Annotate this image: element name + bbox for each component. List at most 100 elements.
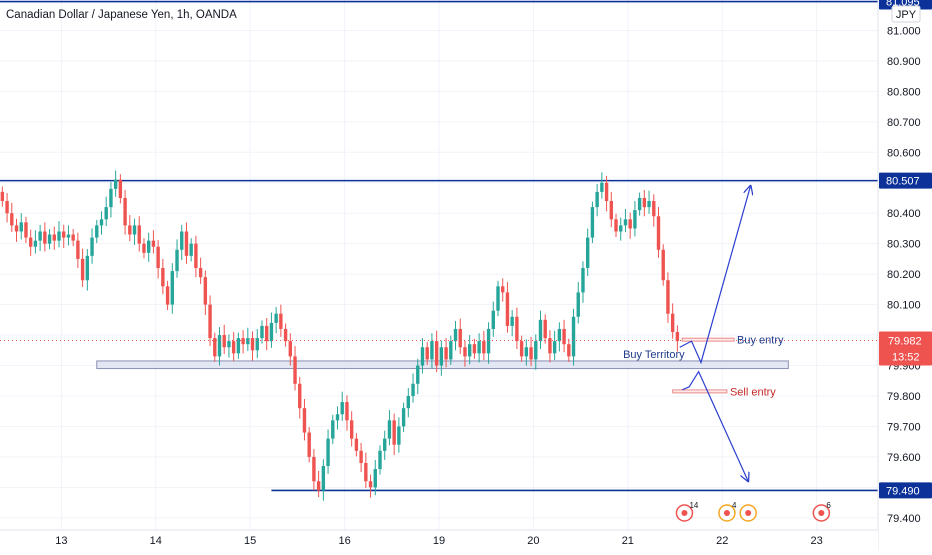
candle-body — [459, 329, 462, 347]
candle-body — [284, 329, 287, 341]
candle-body — [496, 286, 499, 310]
candle-body — [416, 366, 419, 384]
last-price-label: 79.982 — [888, 336, 922, 348]
candle-body — [185, 231, 188, 255]
candle-body — [119, 180, 122, 198]
y-tick-label: 80.900 — [887, 56, 921, 68]
candle-body — [562, 329, 565, 344]
candle-body — [38, 231, 41, 240]
candle-body — [553, 341, 556, 353]
candle-body — [600, 183, 603, 192]
candle-body — [71, 235, 74, 241]
candle-body — [397, 426, 400, 444]
event-marker-count: 14 — [689, 501, 698, 510]
candle-body — [595, 192, 598, 207]
candle-body — [15, 225, 18, 231]
event-marker-dot — [681, 510, 687, 516]
candle-body — [605, 183, 608, 201]
candle-body — [355, 439, 358, 451]
candle-body — [388, 420, 391, 438]
candle-body — [468, 344, 471, 356]
y-tick-label: 80.400 — [887, 208, 921, 220]
x-tick-label: 13 — [55, 535, 67, 547]
chart-title: Canadian Dollar / Japanese Yen, 1h, OAND… — [6, 9, 237, 21]
candle-body — [138, 225, 141, 243]
candle-body — [289, 341, 292, 356]
event-marker-count: 4 — [732, 501, 737, 510]
candle-body — [487, 329, 490, 353]
candle-body — [57, 231, 60, 240]
candle-body — [81, 259, 84, 280]
candle-body — [20, 222, 23, 231]
candle-body — [671, 314, 674, 332]
event-marker-count: 6 — [826, 501, 831, 510]
candle-body — [105, 207, 108, 219]
candle-body — [128, 225, 131, 234]
candle-body — [180, 231, 183, 249]
candle-body — [492, 311, 495, 329]
candle-body — [265, 326, 268, 341]
candle-body — [482, 341, 485, 353]
candle-body — [161, 268, 164, 286]
candle-body — [322, 466, 325, 490]
candle-body — [477, 341, 480, 353]
candle-body — [251, 338, 254, 350]
candle-body — [1, 192, 4, 201]
candle-body — [501, 286, 504, 292]
candle-body — [369, 481, 372, 487]
candle-body — [520, 341, 523, 356]
x-tick-label: 22 — [716, 535, 728, 547]
candle-body — [449, 341, 452, 359]
y-tick-label: 81.000 — [887, 25, 921, 37]
candle-body — [364, 463, 367, 481]
candle-body — [421, 347, 424, 365]
candle-body — [411, 384, 414, 396]
candle-body — [175, 250, 178, 271]
candle-body — [189, 244, 192, 256]
candle-body — [260, 326, 263, 338]
candle-body — [628, 219, 631, 228]
candle-body — [326, 439, 329, 466]
candle-body — [227, 341, 230, 347]
candle-body — [392, 420, 395, 444]
candles — [1, 171, 679, 501]
candle-body — [529, 347, 532, 359]
candle-body — [171, 271, 174, 305]
candle-body — [331, 420, 334, 438]
zone-label: Buy Territory — [623, 349, 685, 361]
candle-body — [463, 347, 466, 356]
candle-body — [534, 341, 537, 359]
y-tick-label: 79.700 — [887, 421, 921, 433]
y-tick-label: 80.800 — [887, 86, 921, 98]
y-tick-label: 79.400 — [887, 513, 921, 525]
candle-body — [34, 241, 37, 247]
buy-entry-label: Buy entry — [737, 335, 784, 347]
x-tick-label: 19 — [433, 535, 445, 547]
currency-label: JPY — [896, 9, 917, 21]
candle-body — [10, 213, 13, 225]
y-tick-label: 80.300 — [887, 239, 921, 251]
candle-body — [383, 439, 386, 451]
candle-body — [614, 219, 617, 231]
x-tick-label: 14 — [150, 535, 162, 547]
y-tick-label: 80.700 — [887, 117, 921, 129]
candle-body — [610, 201, 613, 219]
candle-body — [208, 305, 211, 339]
candle-body — [303, 408, 306, 432]
candle-body — [624, 219, 627, 225]
candle-body — [24, 222, 27, 237]
candle-body — [48, 235, 51, 244]
y-tick-label: 80.100 — [887, 300, 921, 312]
candle-body — [76, 241, 79, 259]
candle-body — [539, 320, 542, 341]
candle-body — [53, 235, 56, 241]
candle-body — [90, 238, 93, 256]
candle-body — [109, 189, 112, 207]
candle-body — [425, 347, 428, 359]
candle-body — [378, 451, 381, 469]
candle-body — [657, 216, 660, 250]
candle-body — [142, 244, 145, 253]
candle-body — [5, 201, 8, 213]
candle-body — [166, 286, 169, 304]
